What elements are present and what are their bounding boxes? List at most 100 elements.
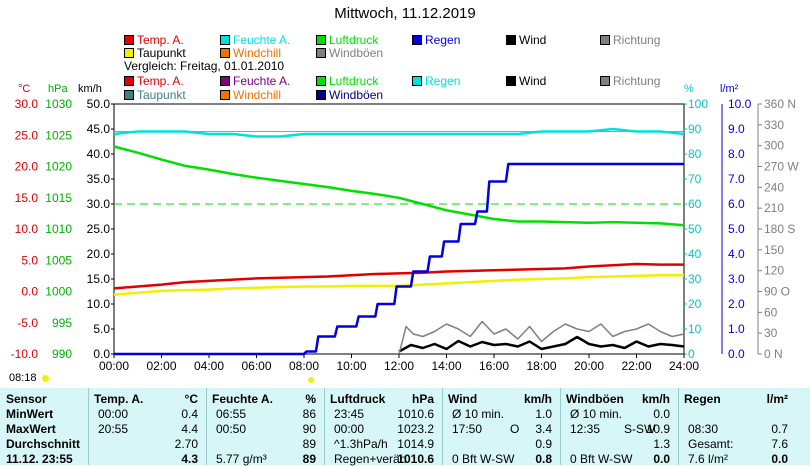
legend-label: Windböen <box>329 87 384 102</box>
plot-area <box>113 103 685 355</box>
wind-unit-label: km/h <box>78 83 102 95</box>
stats-cell-time: 23:45 <box>334 407 365 421</box>
legend-item: Taupunkt <box>124 45 186 60</box>
legend-swatch <box>600 34 610 45</box>
legend-swatch <box>600 75 610 86</box>
x-tick-label: 22:00 <box>621 359 651 373</box>
legend-item: Windchill <box>220 45 281 60</box>
time-marker-icon <box>308 377 315 383</box>
legend-swatch <box>412 34 422 45</box>
wind-tick-label: 0.0 <box>93 347 110 361</box>
stats-cell-direction: O <box>510 422 520 436</box>
direction-tick-label: 90 O <box>764 285 790 299</box>
pressure-tick-label: 1015 <box>45 191 72 205</box>
time-bar: 08:18 <box>0 372 810 386</box>
stats-cell-time: Ø 10 min. <box>570 407 623 421</box>
rain-tick-label: 10.0 <box>728 97 752 111</box>
humidity-tick-label: 60 <box>688 197 702 211</box>
temp-tick-label: -10.0 <box>11 347 39 361</box>
stats-header-unit: l/m² <box>766 392 788 406</box>
x-tick-label: 24:00 <box>669 359 699 373</box>
stats-cell-value: 90 <box>302 422 316 436</box>
legend-label: Windböen <box>329 45 384 60</box>
humidity-tick-label: 40 <box>688 247 702 261</box>
legend-swatch <box>220 89 230 100</box>
legend-swatch <box>124 34 134 45</box>
stats-cell-time: 12:35 <box>570 422 601 436</box>
stats-header-unit: % <box>305 392 316 406</box>
legend-swatch <box>506 34 516 45</box>
stats-cell-value: 0.9 <box>535 437 552 451</box>
rain-tick-label: 4.0 <box>728 247 745 261</box>
series-line <box>398 320 685 355</box>
stats-cell-time: 20:55 <box>98 422 129 436</box>
time-label: 08:18 <box>9 372 37 384</box>
series-line <box>113 145 685 227</box>
temp-tick-label: -5.0 <box>17 316 38 330</box>
legend-label: Feuchte A. <box>233 32 291 47</box>
stats-cell-time: 0 Bft W-SW <box>570 452 633 466</box>
stats-row-label: Durchschnitt <box>6 437 81 451</box>
stats-cell-time: 7.6 l/m² <box>688 452 729 466</box>
legend-label: Luftdruck <box>329 73 379 88</box>
stats-cell-time: 17:50 <box>452 422 483 436</box>
stats-cell-value: 0.8 <box>535 452 552 466</box>
stats-separator <box>560 388 561 465</box>
direction-tick-label: 210 <box>764 201 784 215</box>
pressure-tick-label: 1010 <box>45 222 72 236</box>
legend-label: Feuchte A. <box>233 73 291 88</box>
rain-tick-label: 1.0 <box>728 322 745 336</box>
direction-tick-label: 180 S <box>764 222 795 236</box>
temp-tick-label: 0.0 <box>21 285 38 299</box>
legend-item: Feuchte A. <box>220 73 290 88</box>
humidity-tick-label: 80 <box>688 147 702 161</box>
x-tick-label: 06:00 <box>241 359 271 373</box>
wind-tick-label: 45.0 <box>87 122 111 136</box>
x-tick-label: 04:00 <box>194 359 224 373</box>
compare-label: Vergleich: Freitag, 01.01.2010 <box>124 59 285 73</box>
humidity-tick-label: 100 <box>688 97 708 111</box>
legend-swatch <box>316 34 326 45</box>
stats-separator <box>324 388 325 465</box>
rain-unit-label: l/m² <box>720 83 739 95</box>
pressure-tick-label: 995 <box>52 316 72 330</box>
legend-swatch <box>316 75 326 86</box>
stats-cell-value: 0.0 <box>771 452 788 466</box>
stats-cell-value: 0.7 <box>771 422 788 436</box>
series-line <box>114 162 684 356</box>
legend-swatch <box>506 75 516 86</box>
legend-swatch <box>220 47 230 58</box>
stats-cell-time: 00:00 <box>334 422 365 436</box>
stats-cell-value: 1023.2 <box>397 422 434 436</box>
stats-header: Regen <box>684 392 721 406</box>
stats-cell-time: 0 Bft W-SW <box>452 452 515 466</box>
humidity-tick-label: 30 <box>688 272 702 286</box>
series-line <box>113 127 685 138</box>
temp-unit-label: °C <box>18 83 30 95</box>
legend-swatch <box>220 34 230 45</box>
legend-label: Temp. A. <box>137 73 184 88</box>
wind-tick-label: 5.0 <box>93 322 110 336</box>
weather-chart: 50.0 45.0 40.0 35.0 30.0 25.0 20.0 15.0 10.0 5.0 0… <box>11 83 799 383</box>
direction-tick-label: 150 <box>764 243 784 257</box>
pressure-tick-label: 1025 <box>45 128 72 142</box>
legend-swatch <box>124 89 134 100</box>
wind-tick-label: 35.0 <box>87 172 111 186</box>
x-tick-label: 18:00 <box>526 359 556 373</box>
legend-label: Windchill <box>233 87 282 102</box>
legend-item: Regen <box>412 32 460 47</box>
stats-cell-value: 1.3 <box>653 437 670 451</box>
rain-tick-label: 2.0 <box>728 297 745 311</box>
stats-cell-time: Regen+verän <box>334 452 407 466</box>
stats-cell-direction: S-SW <box>624 422 656 436</box>
stats-cell-value: 2.70 <box>174 437 198 451</box>
chart-title: Mittwoch, 11.12.2019 <box>334 5 476 22</box>
stats-cell-value: 0.4 <box>181 407 198 421</box>
legend-item: Richtung <box>600 32 660 47</box>
rain-tick-label: 3.0 <box>728 272 745 286</box>
stats-header-unit: km/h <box>523 392 552 406</box>
wind-tick-label: 15.0 <box>87 272 111 286</box>
legend-label: Wind <box>519 32 547 47</box>
stats-header-unit: °C <box>184 392 198 406</box>
stats-header: Windböen <box>566 392 624 406</box>
